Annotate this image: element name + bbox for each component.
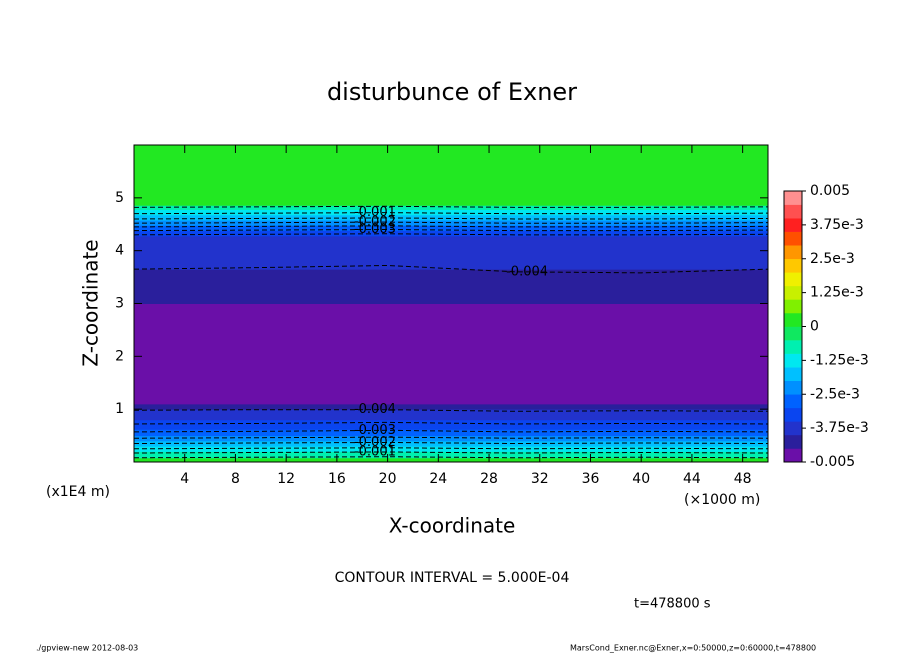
colorbar-band bbox=[784, 218, 802, 232]
contour-line bbox=[133, 233, 769, 236]
colorbar-tick-label: 1.25e-3 bbox=[810, 285, 864, 301]
contour-line bbox=[133, 421, 769, 425]
colorbar-tick-label: 2.5e-3 bbox=[810, 251, 855, 267]
colorbar-band bbox=[784, 353, 802, 368]
colorbar-tick-label: -1.25e-3 bbox=[810, 352, 869, 368]
x-tick-label: 20 bbox=[379, 471, 397, 487]
footer-right: MarsCond_Exner.nc@Exner,x=0:50000,z=0:60… bbox=[570, 644, 816, 653]
filled-band bbox=[134, 145, 768, 206]
filled-band bbox=[134, 235, 768, 270]
x-unit-label: (×1000 m) bbox=[684, 492, 760, 508]
colorbar-tick-label: 0.005 bbox=[810, 183, 850, 199]
filled-band bbox=[134, 205, 768, 210]
colorbar-tick-label: -0.005 bbox=[810, 454, 855, 470]
y-tick-label: 1 bbox=[115, 401, 124, 417]
colorbar-band bbox=[784, 258, 802, 273]
x-tick-label: 36 bbox=[582, 471, 600, 487]
y-unit-label: (x1E4 m) bbox=[46, 484, 110, 500]
filled-band bbox=[134, 214, 768, 221]
x-tick-label: 28 bbox=[480, 471, 498, 487]
x-tick-label: 24 bbox=[429, 471, 447, 487]
contour-line bbox=[133, 221, 769, 224]
contour-line bbox=[133, 264, 769, 274]
contour-label: -0.004 bbox=[354, 402, 396, 417]
contour-line bbox=[133, 229, 769, 232]
colorbar-band bbox=[784, 326, 802, 341]
filled-band bbox=[134, 209, 768, 216]
contour-line bbox=[133, 409, 769, 412]
x-tick-label: 32 bbox=[531, 471, 549, 487]
contour-label: -0.001 bbox=[354, 205, 396, 220]
colorbar-band bbox=[784, 394, 802, 409]
y-tick-label: 5 bbox=[115, 190, 124, 206]
colorbar-band bbox=[784, 285, 802, 300]
filled-band bbox=[134, 429, 768, 437]
filled-band bbox=[134, 269, 768, 304]
contour-label: -0.004 bbox=[506, 264, 548, 279]
contour-line bbox=[133, 447, 769, 450]
contour-interval: CONTOUR INTERVAL = 5.000E-04 bbox=[335, 570, 570, 586]
x-tick-label: 8 bbox=[231, 471, 240, 487]
colorbar-band bbox=[784, 367, 802, 381]
filled-band bbox=[134, 457, 768, 463]
x-axis-label: X-coordinate bbox=[389, 514, 516, 538]
colorbar-tick-label: 3.75e-3 bbox=[810, 217, 864, 233]
colorbar-tick-label: 0 bbox=[810, 319, 819, 335]
contour-label: -0.003 bbox=[354, 423, 396, 438]
filled-band bbox=[134, 403, 768, 410]
x-tick-label: 4 bbox=[180, 471, 189, 487]
colorbar-band bbox=[784, 312, 802, 327]
colorbar-band bbox=[784, 380, 802, 395]
colorbar-band bbox=[784, 272, 802, 287]
colorbar-band bbox=[784, 407, 802, 422]
filled-band bbox=[134, 440, 768, 447]
y-tick-label: 2 bbox=[115, 348, 124, 364]
contour-line bbox=[133, 217, 769, 220]
colorbar-band bbox=[784, 448, 802, 463]
contour-line bbox=[133, 436, 769, 439]
time-label: t=478800 s bbox=[634, 597, 711, 612]
filled-band bbox=[134, 230, 768, 237]
filled-band bbox=[134, 220, 768, 226]
x-tick-label: 16 bbox=[328, 471, 346, 487]
colorbar-tick-label: -3.75e-3 bbox=[810, 420, 869, 436]
colorbar-band bbox=[784, 245, 802, 260]
filled-band bbox=[134, 225, 768, 232]
colorbar-band bbox=[784, 421, 802, 436]
x-tick-label: 48 bbox=[734, 471, 752, 487]
colorbar-band bbox=[784, 231, 802, 246]
colorbar-tick-label: -2.5e-3 bbox=[810, 386, 860, 402]
filled-band bbox=[134, 409, 768, 421]
colorbar-band bbox=[784, 299, 802, 314]
contour-line bbox=[133, 456, 769, 459]
x-tick-label: 12 bbox=[277, 471, 295, 487]
contour-line bbox=[133, 451, 769, 454]
filled-band bbox=[134, 451, 768, 459]
contour-line bbox=[133, 429, 769, 433]
contour-line bbox=[133, 205, 769, 208]
y-axis-label: Z-coordinate bbox=[79, 239, 103, 366]
filled-band bbox=[134, 303, 768, 405]
chart-title: disturbunce of Exner bbox=[327, 78, 577, 106]
contour-line bbox=[133, 225, 769, 228]
contour-line bbox=[133, 212, 769, 215]
filled-band bbox=[134, 419, 768, 430]
contour-line bbox=[133, 441, 769, 445]
colorbar-band bbox=[784, 204, 802, 219]
colorbar-band bbox=[784, 340, 802, 354]
filled-band bbox=[134, 446, 768, 452]
footer-left: ./gpview-new 2012-08-03 bbox=[36, 644, 138, 653]
y-tick-label: 3 bbox=[115, 296, 124, 312]
filled-band bbox=[134, 435, 768, 442]
colorbar-band bbox=[784, 191, 802, 205]
y-tick-label: 4 bbox=[115, 243, 124, 259]
x-tick-label: 44 bbox=[683, 471, 701, 487]
x-tick-label: 40 bbox=[632, 471, 650, 487]
colorbar-band bbox=[784, 434, 802, 449]
contour-label: -0.002 bbox=[354, 435, 396, 450]
